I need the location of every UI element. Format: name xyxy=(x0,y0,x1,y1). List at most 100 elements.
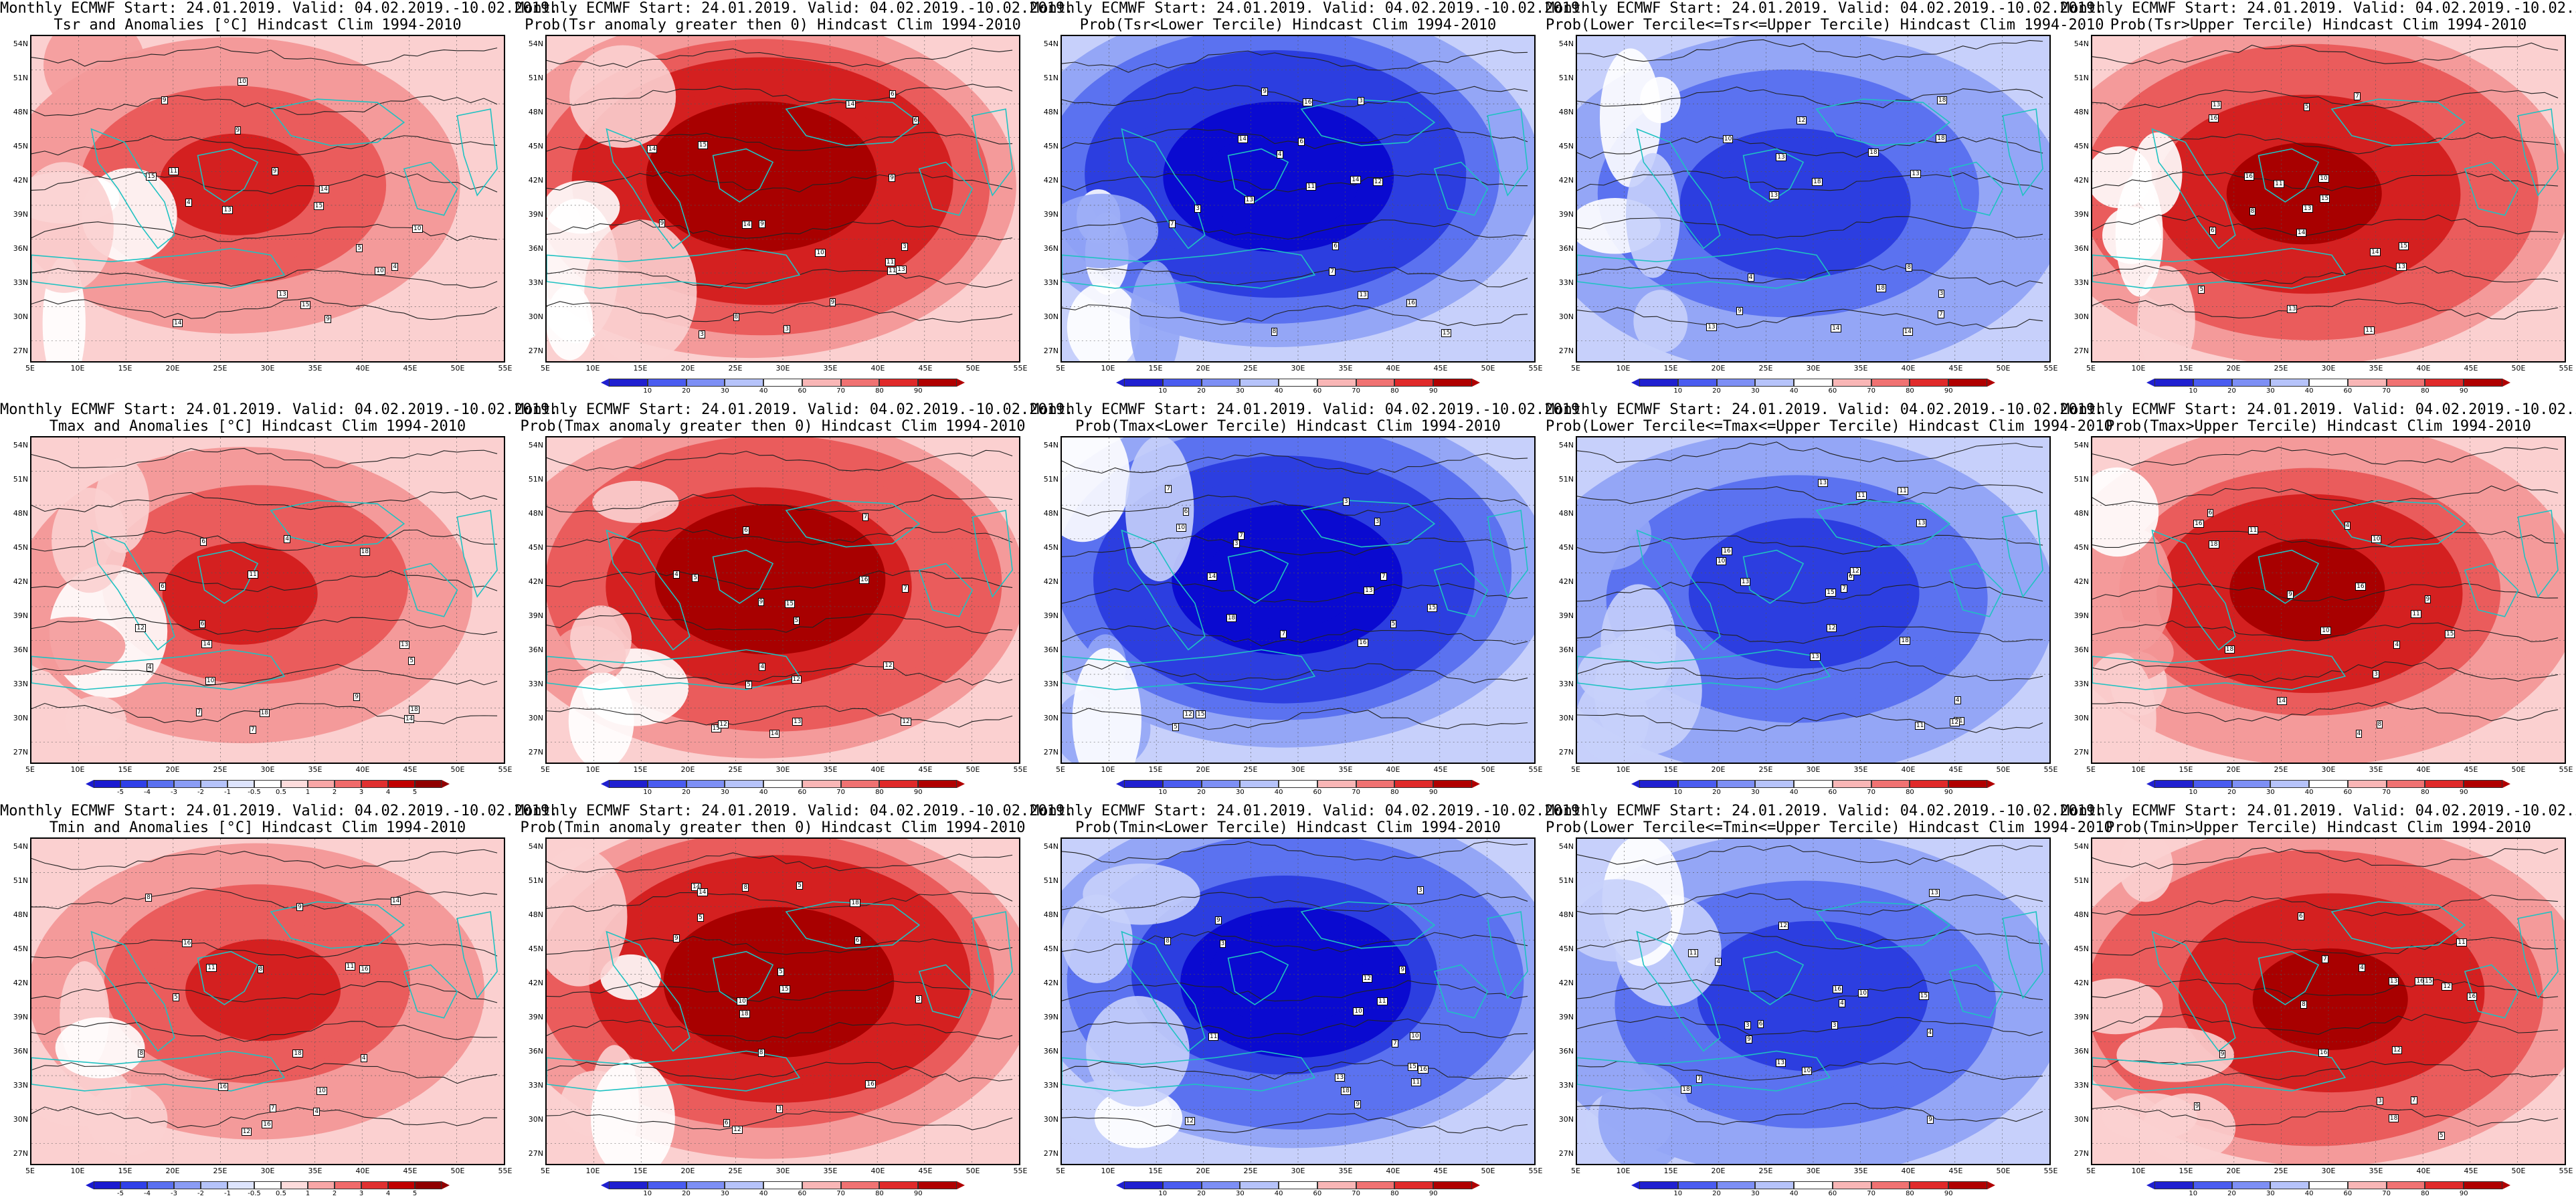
lon-tick-label: 40E xyxy=(1901,364,1916,373)
lat-tick-label: 27N xyxy=(1558,1149,1574,1158)
coastline xyxy=(606,930,691,1052)
lon-tick-label: 10E xyxy=(70,765,85,774)
lat-tick-label: 48N xyxy=(1043,509,1059,518)
colorbar-swatch xyxy=(2347,379,2387,387)
lat-tick-label: 27N xyxy=(528,1149,543,1158)
lat-tick-label: 27N xyxy=(2074,346,2089,355)
colorbar-tick-label: 20 xyxy=(1712,387,1721,395)
temperature-isoline xyxy=(1577,307,2043,330)
station-value-label: 13 xyxy=(1776,153,1786,161)
station-value-label: 8 xyxy=(2300,1001,2307,1009)
temperature-isoline xyxy=(31,664,498,686)
coastline xyxy=(1062,247,1316,289)
colorbar-tick-label: 1 xyxy=(305,1190,310,1197)
map-canvas xyxy=(31,437,504,763)
lat-tick-label: 54N xyxy=(13,441,28,449)
lon-tick-label: 55E xyxy=(1528,765,1543,774)
colorbar-tick-label: 30 xyxy=(1235,789,1245,796)
colorbar-right-arrow xyxy=(2502,379,2510,387)
temperature-isoline xyxy=(1577,845,2043,866)
lon-tick-label: 50E xyxy=(2511,364,2526,373)
coastline xyxy=(403,161,458,216)
lat-tick-label: 30N xyxy=(528,312,543,321)
colorbar-swatch xyxy=(2231,1181,2271,1189)
coastline xyxy=(1815,500,1951,548)
temperature-isoline xyxy=(31,491,498,512)
colorbar-tick-label: -0.5 xyxy=(248,789,261,796)
panel-title-line1: Monthly ECMWF Start: 24.01.2019. Valid: … xyxy=(2061,0,2576,17)
colorbar-tick-label: 5 xyxy=(412,1190,418,1197)
lon-tick-label: 55E xyxy=(2559,364,2573,373)
probability-contour-fill xyxy=(1599,48,1661,187)
temperature-isoline xyxy=(2092,89,2559,110)
lon-tick-label: 45E xyxy=(1948,1167,1963,1175)
lon-tick-label: 15E xyxy=(633,364,648,373)
colorbar-right-arrow xyxy=(442,1181,450,1189)
station-value-label: 11 xyxy=(1914,721,1926,730)
forecast-map: 9 3 10 18 4 8 4 11 16 10 4 15 18 14 11 9 16 6 xyxy=(2091,436,2566,764)
colorbar-swatch xyxy=(120,780,147,788)
lat-tick-label: 30N xyxy=(1558,312,1574,321)
lon-tick-label: 40E xyxy=(870,1167,885,1175)
station-value-label: 15 xyxy=(313,202,325,211)
map-canvas xyxy=(1062,839,1534,1164)
coastline xyxy=(2517,911,2559,999)
panel-title-line2: Prob(Lower Tercile<=Tsr<=Upper Tercile) … xyxy=(1546,17,2104,33)
colorbar-swatch xyxy=(1910,1181,1949,1189)
station-value-label: 13 xyxy=(1768,191,1780,199)
temperature-isoline xyxy=(547,1062,1013,1082)
station-value-label: 16 xyxy=(2208,114,2219,123)
station-value-label: 5 xyxy=(2437,1132,2445,1140)
lon-tick-label: 10E xyxy=(1101,364,1115,373)
lon-tick-label: 45E xyxy=(1948,765,1963,774)
panel-title-line2: Prob(Tmin>Upper Tercile) Hindcast Clim 1… xyxy=(2106,819,2531,836)
lon-tick-label: 25E xyxy=(1243,765,1258,774)
coastline xyxy=(1433,161,1489,216)
colorbar-swatch xyxy=(2347,780,2387,788)
station-value-label: 8 xyxy=(1906,264,1913,272)
temperature-isoline xyxy=(547,268,1013,288)
station-value-label: 16 xyxy=(1722,546,1732,555)
station-value-label: 13 xyxy=(1817,479,1829,488)
lat-tick-label: 33N xyxy=(2074,1081,2089,1090)
coastline xyxy=(712,950,774,1005)
probability-contour-fill xyxy=(1626,153,1681,278)
colorbar-swatch xyxy=(840,1181,880,1189)
colorbar-swatch xyxy=(2347,1181,2387,1189)
lon-tick-label: 40E xyxy=(2416,1167,2431,1175)
station-value-label: 6 xyxy=(2207,508,2214,517)
probability-contour-fill xyxy=(1125,437,1194,582)
colorbar-swatch xyxy=(2309,780,2348,788)
colorbar-swatch xyxy=(2270,780,2310,788)
lon-tick-label: 15E xyxy=(118,765,132,774)
colorbar-tick-label: 90 xyxy=(1429,789,1438,796)
lon-tick-label: 15E xyxy=(118,1167,132,1175)
lat-tick-label: 27N xyxy=(1558,346,1574,355)
lat-tick-label: 36N xyxy=(2074,1047,2089,1056)
station-value-label: 5 xyxy=(793,616,800,625)
colorbar-swatch xyxy=(2386,780,2425,788)
temperature-isoline xyxy=(547,1019,1013,1041)
probability-contour-fill xyxy=(1209,924,1365,1026)
lat-tick-label: 45N xyxy=(13,142,28,150)
lon-tick-label: 40E xyxy=(2416,364,2431,373)
temperature-isoline xyxy=(31,1062,498,1084)
temperature-isoline xyxy=(1577,484,2043,505)
station-value-label: 8 xyxy=(138,1049,145,1058)
station-value-label: 8 xyxy=(2249,207,2256,216)
colorbar-swatch xyxy=(1317,1181,1356,1189)
colorbar-tick-label: 70 xyxy=(2382,1190,2391,1197)
lon-tick-label: 30E xyxy=(1806,1167,1821,1175)
colorbar-swatch xyxy=(1394,1181,1434,1189)
map-panel-tmin-prob-pos: Monthly ECMWF Start: 24.01.2019. Valid: … xyxy=(515,803,1073,1204)
lat-tick-label: 42N xyxy=(13,577,28,586)
station-value-label: 7 xyxy=(2354,92,2361,101)
lon-axis: 5E 10E 15E 20E 25E 30E 35E 40E 45E 50E 55E xyxy=(2086,1167,2573,1177)
station-value-label: 3 xyxy=(1416,886,1424,894)
colorbar-swatch xyxy=(1871,379,1910,387)
colorbar-tick-label: 60 xyxy=(1828,387,1837,395)
station-value-label: 12 xyxy=(1949,718,1960,726)
probability-contour-fill xyxy=(2092,653,2156,763)
station-value-label: 9 xyxy=(1215,916,1222,924)
coastline xyxy=(2330,98,2466,146)
